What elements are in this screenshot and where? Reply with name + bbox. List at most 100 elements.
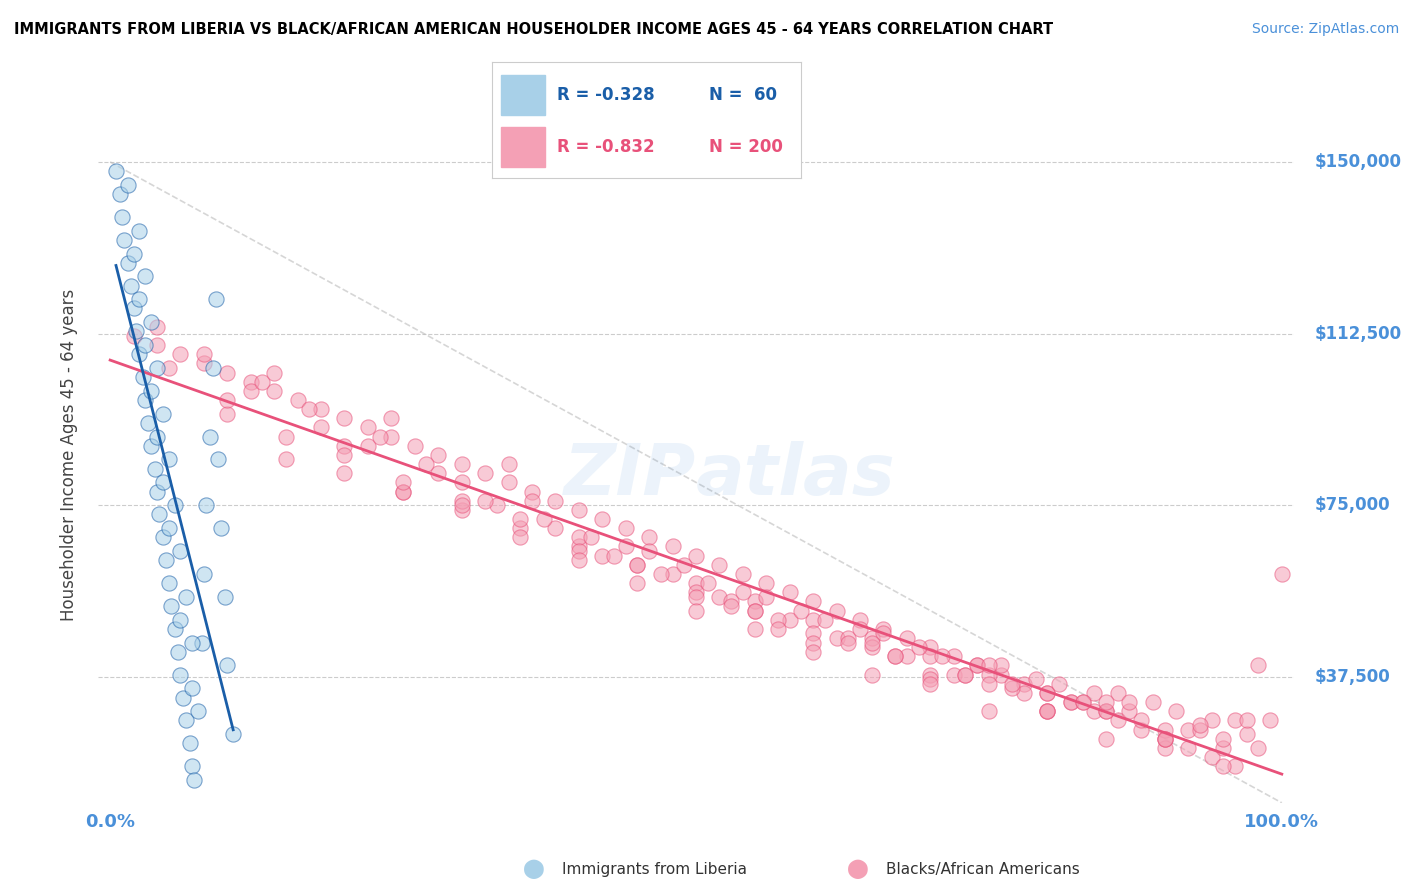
Point: [720, 599, 742, 613]
Point: [685, 576, 707, 591]
Point: [744, 603, 766, 617]
Point: [111, 210, 134, 224]
Point: [333, 467, 356, 481]
Point: [1153, 723, 1175, 737]
Point: [1247, 740, 1270, 755]
Text: $150,000: $150,000: [1315, 153, 1402, 171]
Point: [190, 635, 212, 649]
Point: [1166, 704, 1188, 718]
Point: [966, 658, 988, 673]
Point: [108, 186, 131, 201]
Point: [187, 704, 209, 718]
Point: [920, 667, 942, 681]
Point: [181, 635, 204, 649]
Point: [157, 452, 180, 467]
Point: [1236, 727, 1258, 741]
Point: [146, 319, 169, 334]
Point: [626, 558, 648, 572]
Point: [638, 544, 661, 558]
Point: [673, 558, 696, 572]
Point: [207, 452, 229, 467]
Bar: [502, 128, 544, 167]
Point: [1153, 731, 1175, 746]
Point: [603, 549, 626, 563]
Point: [626, 558, 648, 572]
Point: [1177, 723, 1199, 737]
Point: [685, 603, 707, 617]
Point: [801, 626, 824, 640]
Point: [709, 590, 731, 604]
Point: [117, 255, 139, 269]
Point: [193, 356, 215, 370]
Point: [1223, 759, 1246, 773]
Point: [152, 475, 174, 490]
Point: [474, 467, 496, 481]
Text: $37,500: $37,500: [1315, 668, 1391, 686]
Point: [955, 667, 977, 681]
Point: [122, 301, 145, 316]
Point: [146, 360, 169, 375]
Point: [120, 278, 142, 293]
Point: [509, 521, 531, 535]
Point: [122, 329, 145, 343]
Point: [1177, 740, 1199, 755]
Point: [1036, 704, 1059, 718]
Point: [239, 384, 262, 398]
Point: [685, 590, 707, 604]
Text: atlas: atlas: [696, 442, 896, 510]
Point: [128, 293, 150, 307]
Point: [160, 599, 183, 613]
Point: [837, 631, 859, 645]
Point: [579, 530, 602, 544]
Point: [568, 503, 591, 517]
Point: [1130, 714, 1153, 728]
Point: [1236, 714, 1258, 728]
Point: [1201, 750, 1223, 764]
Point: [1060, 695, 1083, 709]
Point: [685, 585, 707, 599]
Point: [860, 667, 883, 681]
Point: [685, 549, 707, 563]
Point: [217, 407, 239, 421]
Point: [849, 613, 872, 627]
Point: [638, 530, 661, 544]
Point: [1153, 731, 1175, 746]
Point: [183, 772, 205, 787]
Point: [134, 338, 156, 352]
Point: [520, 493, 543, 508]
Point: [920, 672, 942, 686]
Point: [181, 681, 204, 696]
Point: [849, 622, 872, 636]
Point: [626, 576, 648, 591]
Point: [1153, 731, 1175, 746]
Point: [661, 566, 683, 581]
Point: [1095, 731, 1118, 746]
Point: [202, 360, 225, 375]
Point: [920, 640, 942, 655]
Point: [801, 613, 824, 627]
Point: [977, 667, 1000, 681]
Point: [884, 649, 907, 664]
Point: [790, 603, 813, 617]
Point: [1153, 740, 1175, 755]
Point: [1188, 723, 1211, 737]
Point: [1223, 714, 1246, 728]
Point: [977, 658, 1000, 673]
Point: [174, 714, 197, 728]
Point: [122, 246, 145, 260]
Point: [614, 540, 637, 554]
Point: [907, 640, 929, 655]
Point: [167, 645, 190, 659]
Point: [169, 667, 191, 681]
Point: [155, 553, 177, 567]
Point: [977, 677, 1000, 691]
Point: [744, 594, 766, 608]
Point: [450, 493, 472, 508]
Point: [415, 457, 437, 471]
Point: [157, 576, 180, 591]
Point: [1118, 704, 1140, 718]
Point: [1025, 672, 1047, 686]
Point: [568, 553, 591, 567]
Point: [1258, 714, 1281, 728]
Point: [942, 649, 965, 664]
